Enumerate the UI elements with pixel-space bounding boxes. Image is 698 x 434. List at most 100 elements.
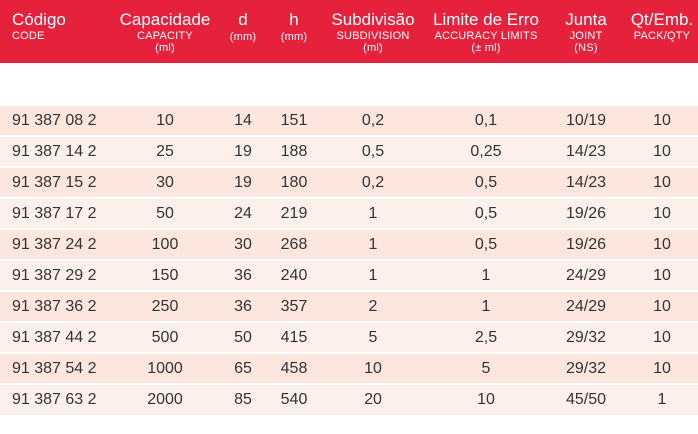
cell-code: 91 387 44 2 bbox=[0, 321, 112, 353]
cell-pack: 10 bbox=[626, 197, 698, 229]
header-code-sublabel: CODE bbox=[12, 29, 45, 42]
cell-pack: 10 bbox=[626, 228, 698, 260]
cell-code: 91 387 08 2 bbox=[0, 104, 112, 136]
cell-joint: 24/29 bbox=[546, 259, 626, 291]
cell-h: 415 bbox=[268, 321, 320, 353]
cell-subdivision: 20 bbox=[320, 383, 426, 415]
cell-code: 91 387 17 2 bbox=[0, 197, 112, 229]
cell-subdivision: 5 bbox=[320, 321, 426, 353]
cell-d: 19 bbox=[218, 135, 268, 167]
cell-subdivision: 0,2 bbox=[320, 166, 426, 198]
cell-limit: 0,1 bbox=[426, 104, 546, 136]
header-joint-label: Junta bbox=[565, 10, 607, 29]
table-row: 91 387 29 2 150 36 240 1 1 24/29 10 bbox=[0, 259, 698, 291]
cell-code: 91 387 29 2 bbox=[0, 259, 112, 291]
cell-h: 188 bbox=[268, 135, 320, 167]
cell-h: 357 bbox=[268, 290, 320, 322]
header-h-unit: (mm) bbox=[280, 30, 308, 43]
cell-pack: 1 bbox=[626, 383, 698, 415]
cell-code: 91 387 14 2 bbox=[0, 135, 112, 167]
cell-capacity: 50 bbox=[112, 197, 218, 229]
cell-capacity: 500 bbox=[112, 321, 218, 353]
table-row: 91 387 24 2 100 30 268 1 0,5 19/26 10 bbox=[0, 228, 698, 260]
cell-joint: 29/32 bbox=[546, 352, 626, 384]
cell-pack: 10 bbox=[626, 290, 698, 322]
cell-code: 91 387 54 2 bbox=[0, 352, 112, 384]
table-header: Código CODE Capacidade CAPACITY (ml) d (… bbox=[0, 0, 698, 63]
header-pack: Qt/Emb. PACK/QTY bbox=[626, 0, 698, 63]
cell-capacity: 100 bbox=[112, 228, 218, 260]
cell-h: 180 bbox=[268, 166, 320, 198]
cell-limit: 10 bbox=[426, 383, 546, 415]
header-subdivision-unit: (ml) bbox=[363, 42, 383, 55]
header-joint-unit: (NS) bbox=[574, 42, 598, 55]
cell-limit: 0,5 bbox=[426, 197, 546, 229]
table-row: 91 387 15 2 30 19 180 0,2 0,5 14/23 10 bbox=[0, 166, 698, 198]
header-joint: Junta JOINT (NS) bbox=[546, 0, 626, 63]
cell-d: 14 bbox=[218, 104, 268, 136]
cell-h: 240 bbox=[268, 259, 320, 291]
header-limit-unit: (± ml) bbox=[471, 42, 501, 55]
cell-pack: 10 bbox=[626, 321, 698, 353]
cell-joint: 19/26 bbox=[546, 197, 626, 229]
header-h-label: h bbox=[289, 10, 299, 29]
cell-d: 30 bbox=[218, 228, 268, 260]
cell-d: 36 bbox=[218, 290, 268, 322]
header-code: Código CODE bbox=[0, 0, 112, 63]
cell-d: 50 bbox=[218, 321, 268, 353]
header-subdivision-sublabel: SUBDIVISION bbox=[336, 29, 410, 42]
cell-capacity: 250 bbox=[112, 290, 218, 322]
table-row: 91 387 44 2 500 50 415 5 2,5 29/32 10 bbox=[0, 321, 698, 353]
cell-code: 91 387 15 2 bbox=[0, 166, 112, 198]
cell-h: 151 bbox=[268, 104, 320, 136]
table-row: 91 387 54 2 1000 65 458 10 5 29/32 10 bbox=[0, 352, 698, 384]
table-row: 91 387 36 2 250 36 357 2 1 24/29 10 bbox=[0, 290, 698, 322]
table-row: 91 387 17 2 50 24 219 1 0,5 19/26 10 bbox=[0, 197, 698, 229]
cell-joint: 24/29 bbox=[546, 290, 626, 322]
header-d: d (mm) bbox=[218, 0, 268, 63]
cell-h: 268 bbox=[268, 228, 320, 260]
table-row: 91 387 63 2 2000 85 540 20 10 45/50 1 bbox=[0, 383, 698, 415]
cell-pack: 10 bbox=[626, 135, 698, 167]
cell-subdivision: 2 bbox=[320, 290, 426, 322]
cell-pack: 10 bbox=[626, 259, 698, 291]
cell-d: 85 bbox=[218, 383, 268, 415]
cell-pack: 10 bbox=[626, 166, 698, 198]
cell-joint: 29/32 bbox=[546, 321, 626, 353]
cell-code: 91 387 63 2 bbox=[0, 383, 112, 415]
cell-limit: 0,5 bbox=[426, 228, 546, 260]
cell-d: 24 bbox=[218, 197, 268, 229]
header-d-label: d bbox=[238, 10, 248, 29]
cell-joint: 19/26 bbox=[546, 228, 626, 260]
cell-limit: 0,25 bbox=[426, 135, 546, 167]
cell-d: 65 bbox=[218, 352, 268, 384]
cell-subdivision: 1 bbox=[320, 259, 426, 291]
cell-joint: 14/23 bbox=[546, 135, 626, 167]
cell-pack: 10 bbox=[626, 352, 698, 384]
cell-d: 36 bbox=[218, 259, 268, 291]
cell-limit: 5 bbox=[426, 352, 546, 384]
cell-d: 19 bbox=[218, 166, 268, 198]
cell-capacity: 30 bbox=[112, 166, 218, 198]
cell-limit: 1 bbox=[426, 259, 546, 291]
cell-joint: 45/50 bbox=[546, 383, 626, 415]
cell-capacity: 150 bbox=[112, 259, 218, 291]
header-limit-label: Limite de Erro bbox=[433, 10, 539, 29]
table-body: 91 387 08 2 10 14 151 0,2 0,1 10/19 10 91 387 14… bbox=[0, 63, 698, 415]
header-code-label: Código bbox=[12, 10, 66, 29]
header-capacity-unit: (ml) bbox=[155, 42, 175, 55]
table-row: 91 387 14 2 25 19 188 0,5 0,25 14/23 10 bbox=[0, 135, 698, 167]
header-capacity-label: Capacidade bbox=[119, 10, 211, 29]
cell-capacity: 25 bbox=[112, 135, 218, 167]
header-d-unit: (mm) bbox=[229, 30, 257, 43]
cell-joint: 14/23 bbox=[546, 166, 626, 198]
cell-subdivision: 1 bbox=[320, 228, 426, 260]
cell-h: 219 bbox=[268, 197, 320, 229]
cell-h: 540 bbox=[268, 383, 320, 415]
header-h: h (mm) bbox=[268, 0, 320, 63]
header-limit-sublabel: ACCURACY LIMITS bbox=[434, 29, 538, 42]
product-spec-table: Código CODE Capacidade CAPACITY (ml) d (… bbox=[0, 0, 698, 415]
header-limit: Limite de Erro ACCURACY LIMITS (± ml) bbox=[426, 0, 546, 63]
header-spacer bbox=[0, 63, 698, 105]
